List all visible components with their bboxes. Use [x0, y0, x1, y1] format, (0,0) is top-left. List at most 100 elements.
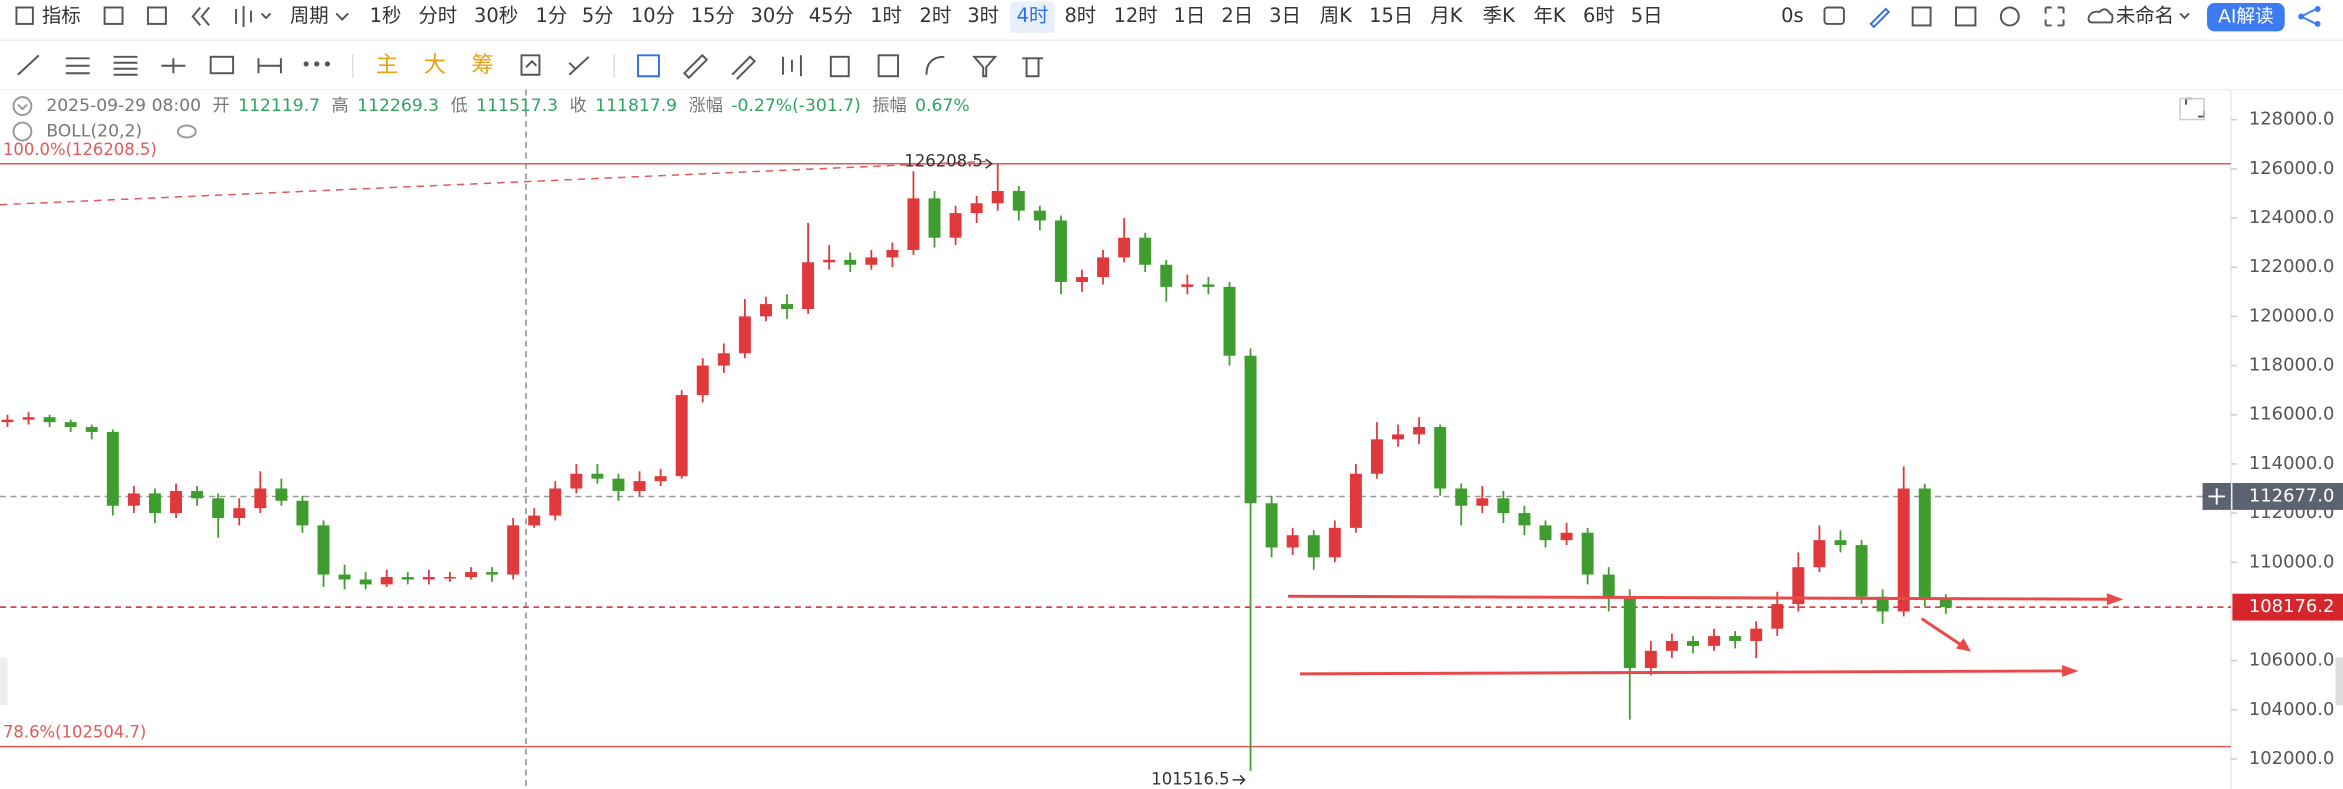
period-option[interactable]: 1时 [870, 4, 902, 27]
period-option[interactable]: 15日 [1369, 4, 1413, 27]
candle-body [928, 198, 941, 238]
candle-body [549, 488, 562, 516]
measure-tool[interactable] [257, 58, 282, 74]
marks: 102000.0104000.0106000.0108000.0110000.0… [0, 109, 2343, 788]
candle-tool[interactable] [782, 55, 802, 77]
candle-body [1012, 190, 1025, 211]
period-option[interactable]: 季K [1483, 4, 1516, 27]
candle-body [1771, 604, 1784, 629]
candle-body [191, 490, 204, 499]
fib-level-label: 78.6%(102504.7) [3, 723, 146, 742]
period-option[interactable]: 年K [1533, 4, 1566, 27]
fullscreen-icon[interactable] [2044, 6, 2065, 27]
period-option[interactable]: 10分 [631, 4, 675, 27]
expand-frame[interactable] [2179, 97, 2205, 121]
arrow-head [2062, 664, 2079, 677]
value: 111517.3 [476, 96, 558, 116]
filter-tool[interactable] [972, 55, 998, 78]
ai-button[interactable]: AI解读 [2218, 7, 2274, 28]
candle-body [654, 476, 667, 482]
candle-body [1834, 540, 1847, 546]
candle-body [380, 577, 393, 585]
period-option[interactable]: 6时 [1583, 4, 1615, 27]
more-tools[interactable]: ••• [301, 55, 333, 76]
select-tool[interactable] [637, 54, 660, 78]
period-option[interactable]: 月K [1430, 4, 1463, 27]
period-option[interactable]: 8时 [1064, 4, 1096, 27]
candle-body [949, 213, 962, 238]
period-option[interactable]: 3时 [967, 4, 999, 27]
fib-tool[interactable] [113, 55, 138, 76]
overlay-chip[interactable]: 大 [424, 52, 446, 78]
label: 收 [570, 96, 587, 116]
period-option[interactable]: 2日 [1221, 4, 1253, 27]
label: 开 [213, 96, 230, 116]
ruler-tool[interactable] [682, 53, 709, 80]
side-tab[interactable] [0, 657, 8, 706]
screenshot-icon[interactable] [1823, 6, 1845, 25]
indicator-button[interactable]: 指标 [42, 4, 81, 27]
collapse-icon[interactable] [12, 96, 33, 117]
period-option[interactable]: 30秒 [474, 4, 518, 27]
crosshair-price-label: 112677.0 [2249, 485, 2335, 506]
period-option[interactable]: 1秒 [370, 4, 402, 27]
rect-tool[interactable] [209, 55, 235, 75]
chart-area [0, 89, 2232, 789]
period-option[interactable]: 15分 [691, 4, 735, 27]
last-price-tag [2232, 593, 2343, 621]
period-option[interactable]: 4时 [1017, 4, 1049, 27]
layout-name[interactable]: 未命名 [2116, 4, 2174, 27]
side-tab[interactable] [2335, 657, 2343, 706]
save-icon[interactable] [1955, 6, 1977, 27]
y-tick-label: 114000.0 [2249, 453, 2335, 474]
hline-tool[interactable] [161, 58, 186, 74]
period-option[interactable]: 分时 [418, 4, 457, 27]
overlay-chip[interactable]: 筹 [471, 52, 493, 78]
eraser-tool[interactable] [568, 56, 590, 76]
draw-icon[interactable] [1869, 7, 1891, 29]
magnet-tool[interactable] [925, 55, 945, 75]
period-option[interactable]: 1日 [1174, 4, 1206, 27]
candle-body [1244, 355, 1257, 504]
y-tick-label: 128000.0 [2249, 109, 2335, 130]
period-option[interactable]: 2时 [920, 4, 952, 27]
candle-body [759, 304, 772, 317]
visibility-icon[interactable] [176, 124, 197, 139]
pen-tool[interactable] [731, 55, 756, 80]
period-option[interactable]: 5分 [582, 4, 614, 27]
note-tool[interactable] [877, 54, 900, 78]
period-option[interactable]: 30分 [750, 4, 794, 27]
candle-body [106, 431, 119, 506]
candle-body [1349, 473, 1362, 528]
ai-button-bg[interactable] [2207, 3, 2285, 32]
candle-body [570, 473, 583, 489]
candle-body [338, 574, 351, 580]
collapse-icon[interactable] [12, 121, 33, 142]
arrow-drawing [1920, 617, 1963, 647]
settings-icon[interactable] [1999, 6, 2020, 27]
delete-tool[interactable] [1022, 57, 1043, 78]
period-option[interactable]: 5日 [1631, 4, 1663, 27]
indicator-icon[interactable] [15, 6, 34, 25]
layout-icon[interactable] [146, 6, 167, 25]
period-option[interactable]: 周K [1320, 4, 1353, 27]
window-icon[interactable] [1911, 6, 1932, 27]
cloud-icon [2087, 8, 2114, 24]
candle-body [1286, 535, 1299, 548]
parallel-tool[interactable] [65, 57, 90, 75]
replay-icon[interactable] [191, 6, 210, 27]
period-option[interactable]: 1分 [535, 4, 567, 27]
share-icon [2298, 13, 2305, 20]
overlay-chip[interactable]: 主 [376, 52, 398, 78]
period-option[interactable]: 3日 [1269, 4, 1301, 27]
period-option[interactable]: 12时 [1114, 4, 1158, 27]
candle-body [22, 417, 35, 420]
period-option[interactable]: 45分 [809, 4, 853, 27]
lock-tool[interactable] [829, 55, 850, 78]
trendline-tool[interactable] [17, 54, 40, 76]
period-button[interactable]: 周期 [290, 4, 329, 27]
chart-type-icon[interactable] [235, 5, 272, 27]
compare-tool[interactable] [520, 54, 541, 76]
template-icon[interactable] [103, 6, 124, 25]
y-tick-label: 126000.0 [2249, 158, 2335, 179]
